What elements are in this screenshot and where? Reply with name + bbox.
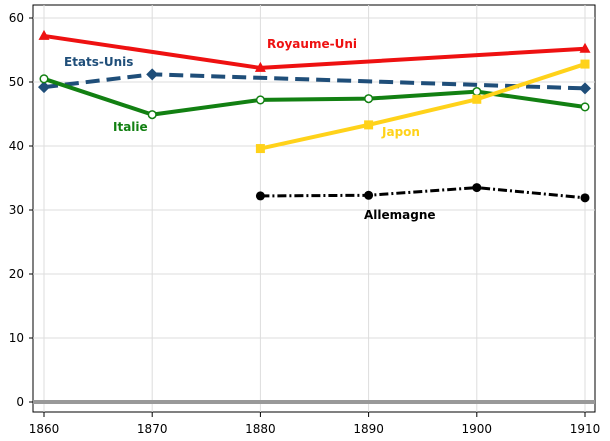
data-point-royaume-uni [254,61,266,72]
y-tick-label: 60 [9,11,24,25]
data-point-etats-unis [38,81,50,94]
series-line-japon [259,62,586,151]
data-point-japon [364,120,374,130]
data-point-japon [472,94,482,104]
y-tick-label: 0 [16,395,24,409]
data-point-italie [364,94,374,104]
y-tick-label: 10 [9,331,24,345]
series-label-japon: Japon [381,125,420,139]
series-labels: Royaume-Uni Etats-Unis Italie Japon Alle… [64,37,436,222]
gridlines [33,5,595,412]
data-point-allemagne [472,183,482,193]
x-tick-label: 1870 [137,422,168,436]
data-point-japon [255,144,265,154]
series-label-allemagne: Allemagne [364,208,436,222]
series-line-allemagne [260,186,586,200]
data-point-allemagne [580,193,590,203]
data-point-royaume-uni [579,42,591,53]
data-point-italie [472,87,482,97]
y-tick-label: 30 [9,203,24,217]
y-tick-label: 40 [9,139,24,153]
x-axis-ticks: 1860 1870 1880 1890 1900 1910 [29,412,601,436]
series-group [38,29,591,203]
y-tick-label: 20 [9,267,24,281]
series-label-royaume-uni: Royaume-Uni [267,37,357,51]
data-point-italie [39,74,49,84]
data-point-allemagne [255,191,265,201]
data-point-etats-unis [146,68,159,81]
data-point-etats-unis [579,82,591,95]
y-axis-ticks: 0 10 20 30 40 50 60 [9,11,33,409]
series-label-etats-unis: Etats-Unis [64,55,133,69]
data-point-royaume-uni [38,29,50,40]
series-label-italie: Italie [113,120,148,134]
data-point-italie [147,110,157,120]
x-tick-label: 1900 [462,422,493,436]
x-tick-label: 1890 [353,422,384,436]
data-point-italie [255,95,265,105]
data-point-japon [580,59,590,69]
data-point-italie [580,102,590,112]
x-tick-label: 1860 [29,422,60,436]
plot-area [32,4,596,413]
data-point-allemagne [364,190,374,200]
y-tick-label: 50 [9,75,24,89]
x-tick-label: 1910 [570,422,601,436]
x-tick-label: 1880 [245,422,276,436]
